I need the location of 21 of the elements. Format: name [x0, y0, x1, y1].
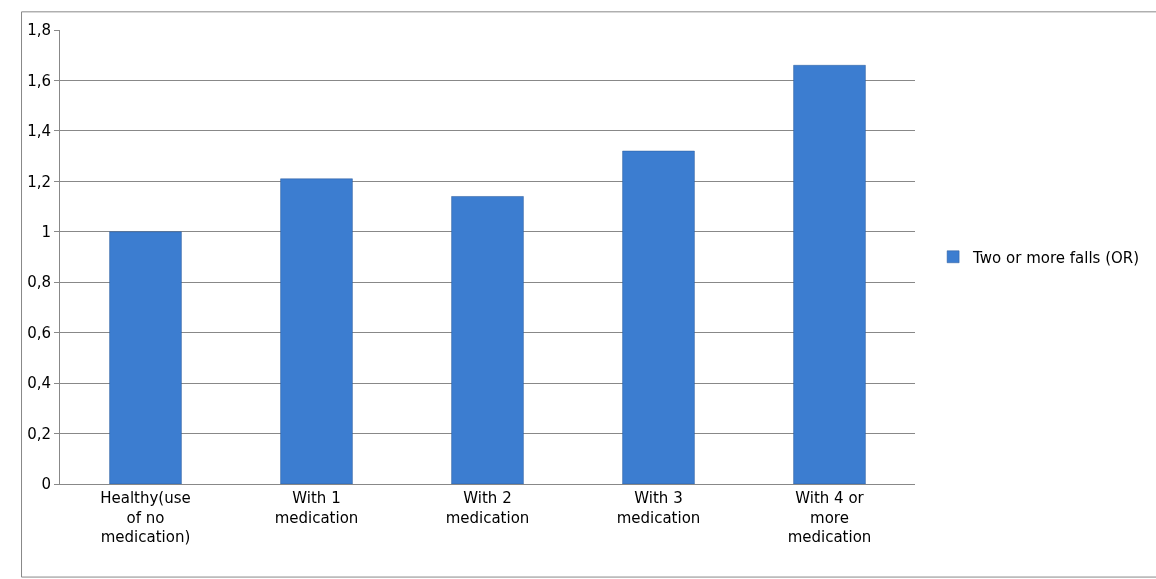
y-tick-label: 1,4	[27, 122, 51, 141]
bar	[622, 150, 695, 484]
y-tick-label: 0,8	[27, 273, 51, 292]
y-tick-label: 0,4	[27, 374, 51, 393]
x-tick-label: With 3 medication	[616, 489, 701, 527]
x-tick-label: Healthy(use of no medication)	[100, 489, 191, 546]
x-tick-label: With 4 or more medication	[787, 489, 872, 546]
y-tick-label: 1,8	[27, 21, 51, 40]
bar	[280, 178, 353, 484]
x-tick-label: With 1 medication	[274, 489, 359, 527]
y-tick-label: 0,2	[27, 424, 51, 443]
y-tick-label: 0	[41, 475, 51, 494]
y-tick-label: 1,6	[27, 71, 51, 90]
x-tick-label: With 2 medication	[445, 489, 530, 527]
bar	[109, 231, 182, 484]
y-tick-label: 0,6	[27, 323, 51, 342]
legend-label: Two or more falls (OR)	[972, 248, 1140, 267]
bar	[451, 196, 524, 484]
bar	[793, 65, 866, 484]
y-tick-label: 1	[41, 223, 51, 242]
y-tick-label: 1,2	[27, 172, 51, 191]
